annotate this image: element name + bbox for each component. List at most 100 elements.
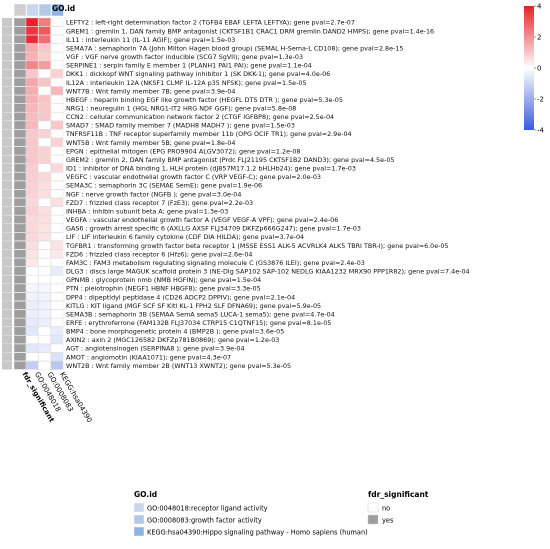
fdr-cell <box>13 361 27 370</box>
row-labels: LEFTY2 : left-right determination factor… <box>65 19 470 370</box>
heatmap-cell <box>38 300 51 310</box>
heatmap-cell <box>50 180 64 190</box>
group-bar-cell <box>2 215 12 224</box>
heatmap-cell <box>25 361 39 370</box>
heatmap-cell <box>50 223 64 233</box>
group-bar-cell <box>2 283 12 293</box>
row-label: WNT5B : Wnt family member 5B; gene pval=… <box>66 139 235 147</box>
fdr-cell <box>13 95 27 104</box>
heatmap-cell <box>38 309 51 319</box>
group-bar-cell <box>2 189 12 198</box>
heatmap-cell <box>50 137 64 147</box>
fdr-cell <box>13 215 27 224</box>
heatmap-cell <box>50 266 64 276</box>
group-bar-cell <box>2 292 12 301</box>
row-label: WNT7B : Wnt family member 7B; gene pval=… <box>66 87 235 95</box>
heatmap-cell <box>25 309 39 319</box>
fdr-column <box>13 17 27 370</box>
scale-tick-label: 2 <box>537 34 541 42</box>
heatmap-cell <box>25 172 39 181</box>
fdr-cell <box>13 60 27 70</box>
row-label: DPP4 : dipeptidyl peptidase 4 (CD26 ADCP… <box>66 293 295 301</box>
heatmap-cell <box>25 77 39 87</box>
group-bar-cell <box>2 172 12 181</box>
heatmap-cell <box>25 163 39 173</box>
fdr-cell <box>13 292 27 302</box>
heatmap-cell <box>25 266 39 276</box>
heatmap-cell <box>38 266 51 276</box>
fdr-cell <box>13 223 27 233</box>
scale-tick-label: -4 <box>537 127 545 135</box>
go-id-legend: GO.id GO:0048018:receptor ligand activity… <box>133 490 368 537</box>
heatmap-cell <box>50 52 64 61</box>
go-legend-title: GO.id <box>134 490 157 499</box>
heatmap-cell <box>38 95 51 104</box>
heatmap-cell <box>25 215 39 224</box>
fdr-cell <box>13 103 27 113</box>
heatmap-cell <box>50 86 64 96</box>
heatmap-cell <box>38 146 51 156</box>
heatmap-cell <box>50 17 64 27</box>
heatmap-cell <box>38 240 51 250</box>
go-legend-swatch <box>133 514 145 525</box>
heatmap-cell <box>38 17 51 27</box>
heatmap-cell <box>25 103 39 113</box>
fdr-cell <box>13 266 27 276</box>
group-bar-cell <box>2 326 12 336</box>
row-label: SEMA7A : semaphorin 7A (John Milton Hage… <box>66 44 404 52</box>
row-label: VEGFA : vascular endothelial growth fact… <box>66 216 338 224</box>
heatmap-cell <box>25 86 39 96</box>
fdr-cell <box>13 52 27 61</box>
group-bar-cell <box>2 249 12 258</box>
group-bar-cell <box>2 78 12 87</box>
heatmap-cell <box>50 155 64 164</box>
heatmap-cell <box>50 189 64 199</box>
group-bar-cell <box>2 69 12 78</box>
heatmap-cell <box>50 352 64 362</box>
heatmap-cell <box>50 335 64 344</box>
heatmap-cell <box>50 232 64 241</box>
fdr-cell <box>13 197 27 207</box>
fdr-legend-swatch <box>367 502 379 513</box>
heatmap-cell <box>25 223 39 233</box>
group-bar-cell <box>2 163 12 173</box>
heatmap-cell <box>50 129 64 139</box>
heatmap-cell <box>50 361 64 370</box>
group-bar-cell <box>2 146 12 155</box>
heatmap-cell <box>38 318 51 327</box>
row-label: FAM3C : FAM3 metabolism regulating signa… <box>66 259 365 267</box>
top-annotation-cell <box>26 3 39 17</box>
group-bar-cell <box>2 112 12 121</box>
fdr-cell <box>13 34 27 44</box>
heatmap-cell <box>38 155 51 164</box>
heatmap-cell <box>50 163 64 173</box>
fdr-cell <box>13 326 27 336</box>
row-label: VEGFC : vascular endothelial growth fact… <box>66 173 321 181</box>
fdr-cell <box>13 283 27 293</box>
fdr-cell <box>13 318 27 327</box>
heatmap-cell <box>38 275 51 284</box>
heatmap-cell <box>50 26 64 36</box>
go-legend-swatch <box>133 526 145 537</box>
row-label: LEFTY2 : left-right determination factor… <box>66 19 355 27</box>
row-label: SMAD7 : SMAD family member 7 (MADH8 MADH… <box>66 122 295 130</box>
heatmap-cell <box>38 292 51 302</box>
heatmap-cell <box>25 232 39 241</box>
heatmap-cell <box>38 206 51 216</box>
fdr-cell <box>13 43 27 53</box>
row-label: SEMA3B : semaphorin 3B (SEMAA SemA sema5… <box>66 310 335 318</box>
heatmap-cell <box>38 361 51 370</box>
fdr-cell <box>13 17 27 27</box>
heatmap-cell <box>38 249 51 259</box>
scale-tick-label: -2 <box>537 96 544 104</box>
heatmap-cell <box>50 172 64 181</box>
fdr-legend-title: fdr_significant <box>368 490 429 499</box>
heatmap-cell <box>50 318 64 327</box>
go-legend-swatch <box>133 502 145 513</box>
fdr-legend-swatch <box>367 514 379 525</box>
heatmap-cell <box>50 197 64 207</box>
fdr-cell <box>13 240 27 250</box>
heatmap-cell <box>38 86 51 96</box>
group-bar-cell <box>2 335 12 344</box>
